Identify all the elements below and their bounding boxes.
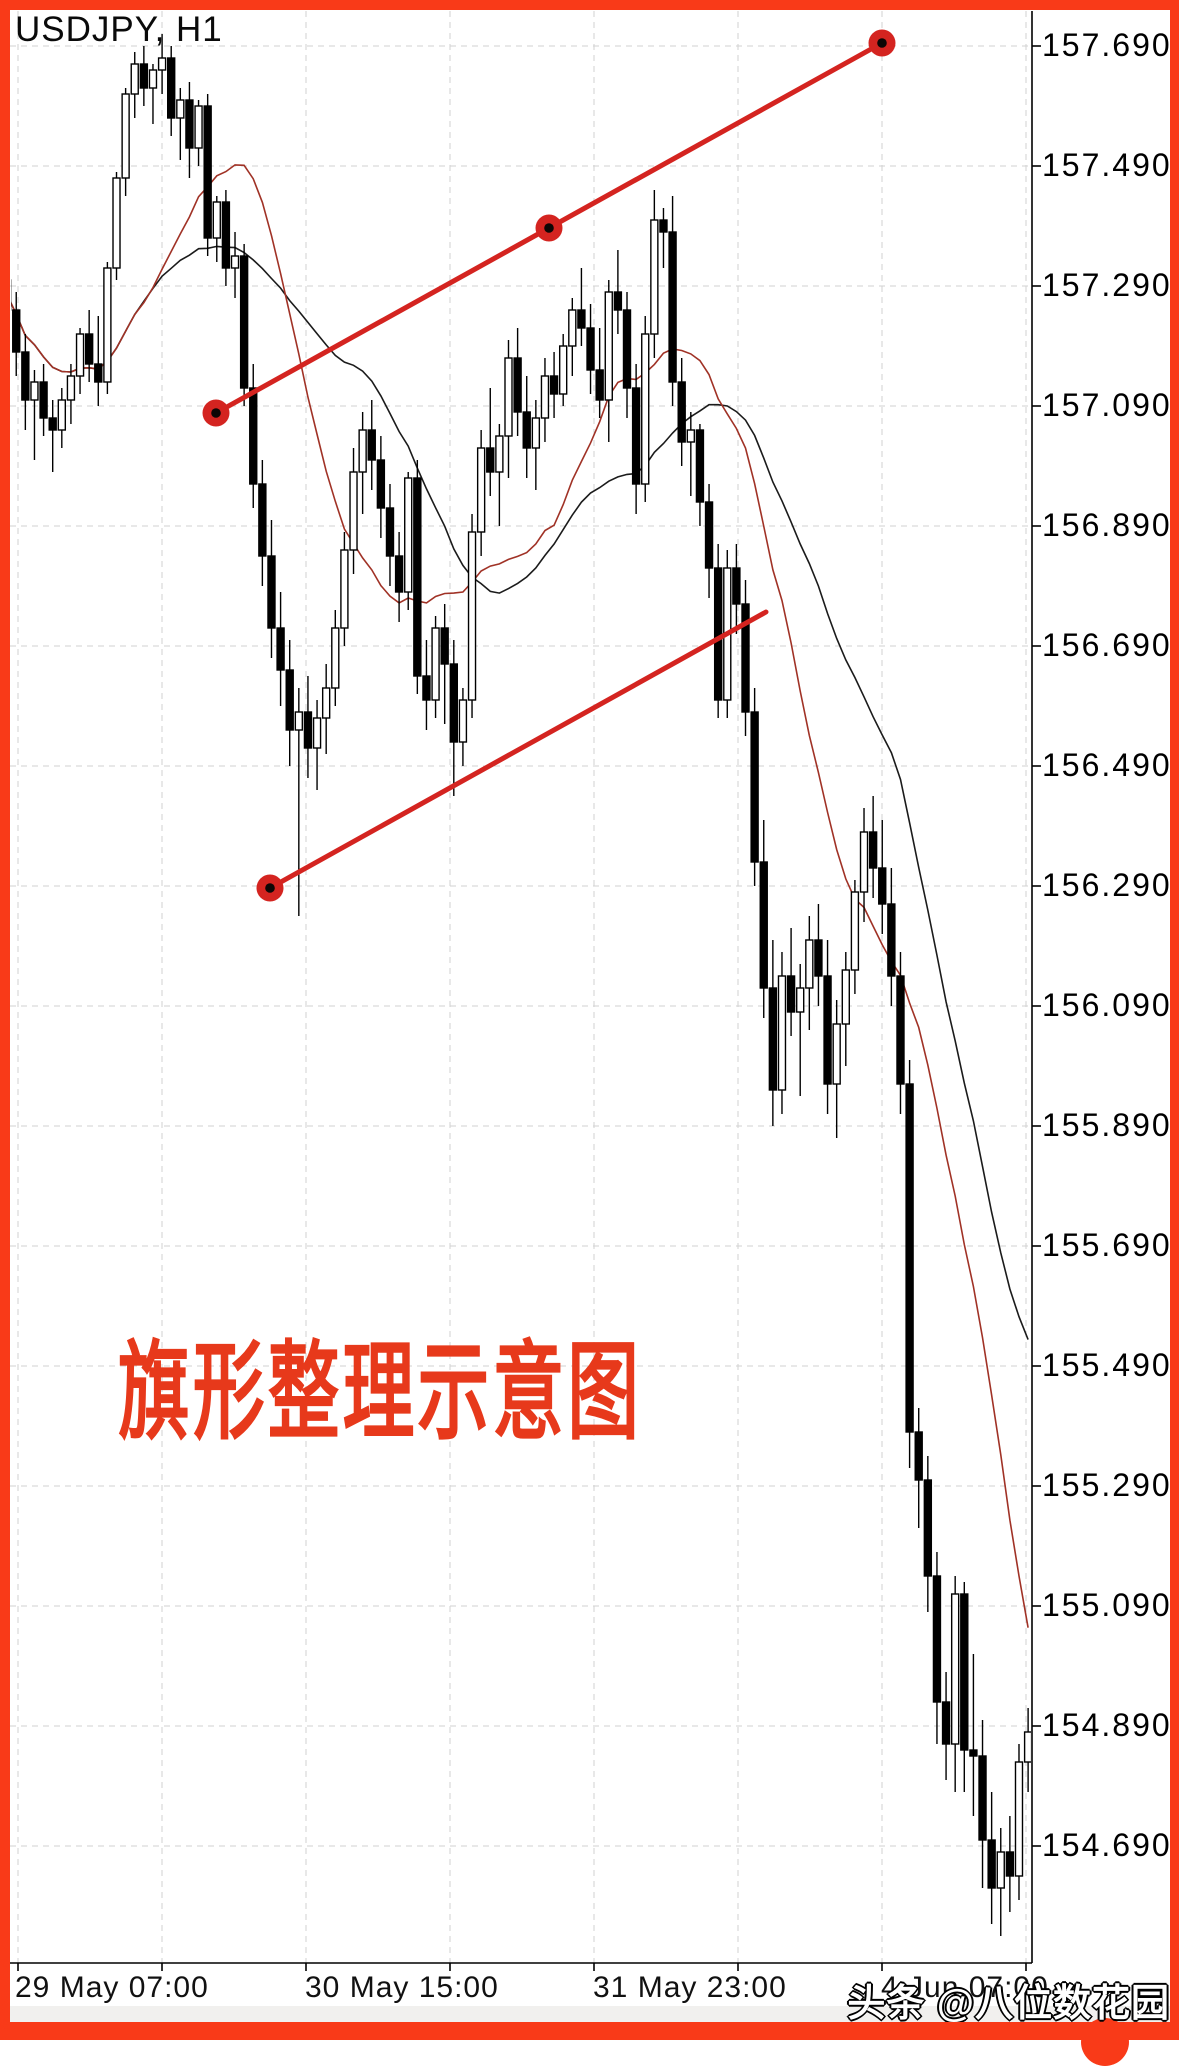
- price-axis-label: 157.490: [1042, 147, 1172, 183]
- trendline-lower-handle-dot[interactable]: [256, 874, 284, 902]
- price-axis-label: 157.290: [1042, 267, 1172, 303]
- price-axis-label: 155.890: [1042, 1107, 1172, 1143]
- grid-layer: [10, 11, 1032, 1963]
- trendline-upper-handle-dot[interactable]: [535, 214, 563, 242]
- trendline-upper-handle-dot[interactable]: [202, 399, 230, 427]
- price-axis-label: 157.090: [1042, 387, 1172, 423]
- price-axis-label: 156.490: [1042, 747, 1172, 783]
- price-axis-label: 156.290: [1042, 867, 1172, 903]
- price-axis-label: 155.690: [1042, 1227, 1172, 1263]
- price-axis-label: 157.690: [1042, 27, 1172, 63]
- chart-frame-left: [0, 0, 10, 2040]
- time-axis-label: 30 May 15:00: [305, 1971, 499, 2004]
- price-axis-label: 154.890: [1042, 1707, 1172, 1743]
- time-axis-label: 31 May 23:00: [593, 1971, 787, 2004]
- watermark: 头条 @八位数花园: [847, 1983, 1170, 2025]
- time-axis-label: 29 May 07:00: [15, 1971, 209, 2004]
- slow-ma-line: [11, 245, 1029, 1340]
- footer-strip: [10, 2006, 1170, 2022]
- axes: [10, 11, 1041, 1971]
- trendline-lower[interactable]: [267, 609, 769, 891]
- time-axis-label: 4 Jun 07:00: [881, 1971, 1049, 2004]
- price-axis-label: 155.090: [1042, 1587, 1172, 1623]
- price-axis-label: 156.090: [1042, 987, 1172, 1023]
- price-axis-label: 154.690: [1042, 1827, 1172, 1863]
- chart-frame-bottom: [0, 2022, 1179, 2040]
- price-axis-label: 155.290: [1042, 1467, 1172, 1503]
- trendline-upper-handle-dot[interactable]: [868, 29, 896, 57]
- chart-frame-top: [0, 0, 1179, 10]
- page-title: USDJPY, H1: [15, 10, 223, 49]
- candles-layer: [11, 34, 1031, 1936]
- price-axis-label: 156.890: [1042, 507, 1172, 543]
- price-axis-label: 155.490: [1042, 1347, 1172, 1383]
- price-axis-label: 156.690: [1042, 627, 1172, 663]
- chart-frame-right: [1170, 0, 1179, 2040]
- flag-annotation: 旗形整理示意图: [118, 1329, 643, 1455]
